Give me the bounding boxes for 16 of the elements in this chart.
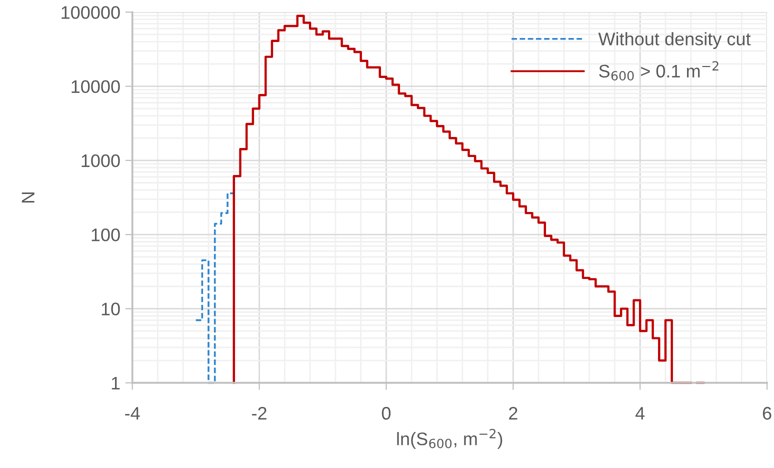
legend-label: Without density cut xyxy=(598,32,751,49)
y-tick-label: 1000 xyxy=(82,154,120,168)
y-tick-label: 100000 xyxy=(62,6,120,19)
y-axis-title: N xyxy=(22,192,34,203)
y-tick-label: 100 xyxy=(92,228,120,242)
x-tick-label: -2 xyxy=(252,406,266,420)
x-axis-title: ln(S$_{600}$, m$^{−2}$) xyxy=(397,428,502,449)
x-tick-label: 6 xyxy=(762,406,772,420)
x-tick-label: 2 xyxy=(509,406,518,420)
x-tick-label: 0 xyxy=(382,406,391,420)
x-tick-label: 4 xyxy=(635,407,645,420)
y-tick-label: 10000 xyxy=(72,80,120,94)
y-tick-label: 1 xyxy=(112,376,120,390)
legend-label: S$_{600}$ > 0.1 m$^{−2}$ xyxy=(599,61,718,81)
y-tick-label: 10 xyxy=(102,302,120,316)
x-tick-label: -4 xyxy=(125,407,140,420)
